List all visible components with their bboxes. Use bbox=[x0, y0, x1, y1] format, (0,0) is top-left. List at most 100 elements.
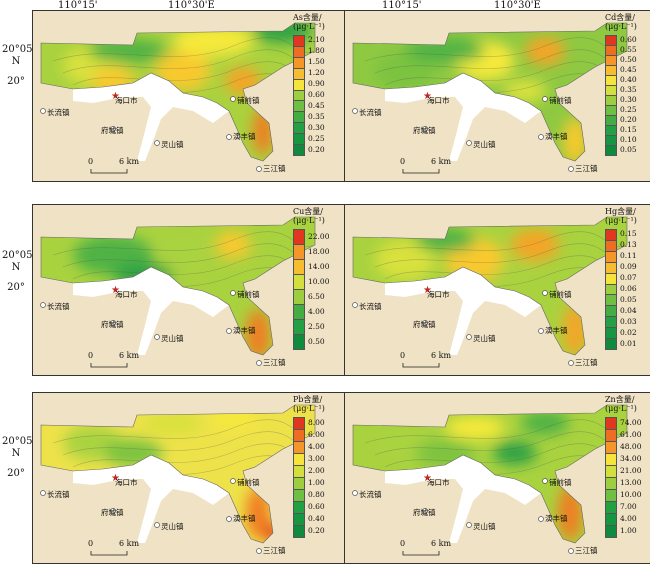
lat-n: N bbox=[11, 262, 21, 273]
town-marker-icon bbox=[226, 516, 232, 522]
legend-tick-label: 2.50 bbox=[308, 321, 325, 331]
concentration-patch bbox=[525, 37, 565, 65]
town-marker-icon bbox=[422, 508, 428, 514]
map-panel-cd: ★ 海口市 长流镇 府城镇 灵山镇 演丰镇 铺前镇 三江镇 0 6 km Cd含量/(μg·L⁻¹)… bbox=[344, 10, 650, 182]
legend-swatch bbox=[293, 525, 305, 538]
legend-swatch bbox=[605, 525, 617, 538]
scale-bar bbox=[90, 363, 128, 368]
place-label-haikou: 海口市 bbox=[427, 96, 450, 105]
place-label-fucheng: 府城镇 bbox=[413, 508, 436, 517]
place-label-yanfeng: 演丰镇 bbox=[545, 514, 568, 523]
legend-title: Pb含量/ bbox=[293, 395, 323, 404]
legend-tick-label: 0.11 bbox=[620, 251, 637, 261]
town-marker-icon bbox=[352, 490, 358, 496]
legend-swatch bbox=[293, 304, 305, 320]
map-canvas-pb: ★ bbox=[40, 404, 316, 556]
town-marker-icon bbox=[154, 522, 160, 528]
scale-6km-label: 6 km bbox=[431, 539, 452, 548]
town-marker-icon bbox=[466, 334, 472, 340]
legend-tick-label: 1.20 bbox=[308, 68, 325, 78]
town-marker-icon bbox=[230, 96, 236, 102]
concentration-patch bbox=[158, 235, 208, 275]
legend-tick-label: 0.50 bbox=[308, 336, 325, 346]
map-panel-hg: ★ 海口市 长流镇 府城镇 灵山镇 演丰镇 铺前镇 三江镇 0 6 km Hg含量/(μg·L⁻¹)… bbox=[344, 204, 650, 376]
legend-unit: (μg·L⁻¹) bbox=[293, 216, 325, 225]
place-label-changliu: 长流镇 bbox=[47, 490, 70, 499]
legend-tick-label: 1.00 bbox=[308, 478, 325, 487]
legend-swatch bbox=[293, 274, 305, 290]
town-marker-icon bbox=[466, 522, 472, 528]
town-marker-icon bbox=[40, 108, 46, 114]
legend-tick-label: 0.30 bbox=[308, 122, 325, 132]
map-panel-as: ★ 海口市 长流镇 府城镇 灵山镇 演丰镇 铺前镇 三江镇 0 6 km As含量/(μg·L⁻¹)… bbox=[32, 10, 348, 182]
concentration-patch bbox=[375, 240, 435, 280]
town-marker-icon bbox=[542, 478, 548, 484]
place-label-puqian: 铺前镇 bbox=[237, 96, 260, 105]
legend-tick-label: 0.06 bbox=[620, 284, 637, 293]
legend-tick-label: 10.00 bbox=[308, 276, 330, 286]
legend-title: Cd含量/ bbox=[605, 13, 635, 22]
place-label-puqian: 铺前镇 bbox=[237, 290, 260, 299]
scale-6km-label: 6 km bbox=[431, 157, 452, 166]
place-label-changliu: 长流镇 bbox=[359, 108, 382, 117]
legend-tick-label: 22.00 bbox=[308, 231, 330, 241]
place-label-puqian: 铺前镇 bbox=[549, 96, 572, 105]
place-label-sanjiang: 三江镇 bbox=[263, 164, 286, 173]
place-label-yanfeng: 演丰镇 bbox=[545, 326, 568, 335]
lat-20: 20° bbox=[7, 76, 25, 87]
legend-tick-label: 21.00 bbox=[620, 466, 642, 475]
legend-tick-label: 4.00 bbox=[620, 514, 637, 523]
river-estuary bbox=[385, 73, 541, 161]
legend-swatch bbox=[293, 319, 305, 335]
concentration-patch bbox=[88, 39, 168, 63]
legend-tick-label: 0.50 bbox=[620, 55, 637, 64]
town-marker-icon bbox=[542, 96, 548, 102]
legend-tick-label: 0.02 bbox=[620, 327, 637, 337]
map-canvas-as: ★ bbox=[40, 22, 316, 174]
town-marker-icon bbox=[466, 140, 472, 146]
place-label-fucheng: 府城镇 bbox=[413, 126, 436, 135]
legend-tick-label: 0.35 bbox=[308, 111, 325, 121]
legend-tick-label: 0.35 bbox=[620, 85, 637, 94]
legend-cu: Cu含量/(μg·L⁻¹) 22.00 18.00 14.00 10.00 6.50 4.0… bbox=[293, 207, 347, 350]
place-label-lingshan: 灵山镇 bbox=[161, 334, 184, 343]
capital-star-icon: ★ bbox=[111, 91, 120, 102]
legend-tick-label: 0.60 bbox=[620, 35, 637, 44]
lat-20-05: 20°05' bbox=[2, 436, 36, 447]
legend-tick-label: 0.04 bbox=[620, 305, 637, 315]
place-label-haikou: 海口市 bbox=[115, 96, 138, 105]
legend-swatch bbox=[293, 289, 305, 305]
river-estuary bbox=[385, 267, 541, 355]
lat-20: 20° bbox=[7, 468, 25, 479]
legend-tick-label: 0.15 bbox=[620, 229, 637, 239]
town-marker-icon bbox=[230, 478, 236, 484]
legend-tick-label: 0.09 bbox=[620, 262, 637, 272]
capital-star-icon: ★ bbox=[111, 473, 120, 484]
legend-tick-label: 0.40 bbox=[620, 75, 637, 84]
place-label-yanfeng: 演丰镇 bbox=[233, 326, 256, 335]
concentration-patch bbox=[511, 229, 559, 261]
town-marker-icon bbox=[352, 108, 358, 114]
concentration-patch bbox=[173, 25, 253, 57]
place-label-changliu: 长流镇 bbox=[359, 302, 382, 311]
scale-6km-label: 6 km bbox=[431, 351, 452, 360]
town-marker-icon bbox=[154, 334, 160, 340]
lat-label-row1: 20°05' N 20° bbox=[2, 44, 35, 88]
scale-zero-label: 0 bbox=[88, 539, 94, 548]
town-marker-icon bbox=[422, 320, 428, 326]
concentration-patch bbox=[563, 117, 587, 161]
place-label-lingshan: 灵山镇 bbox=[473, 334, 496, 343]
place-label-puqian: 铺前镇 bbox=[549, 478, 572, 487]
legend-tick-label: 6.00 bbox=[308, 430, 325, 439]
concentration-patch bbox=[375, 51, 435, 91]
legend-tick-label: 1.00 bbox=[620, 526, 637, 535]
capital-star-icon: ★ bbox=[111, 285, 120, 296]
map-canvas-hg: ★ bbox=[352, 216, 628, 368]
town-marker-icon bbox=[422, 126, 428, 132]
legend-tick-label: 0.60 bbox=[308, 502, 325, 511]
town-marker-icon bbox=[40, 302, 46, 308]
legend-swatch bbox=[605, 145, 617, 156]
map-panel-pb: ★ 海口市 长流镇 府城镇 灵山镇 演丰镇 铺前镇 三江镇 0 6 km Pb含量/(μg·L⁻¹)… bbox=[32, 392, 348, 564]
concentration-patch bbox=[493, 441, 537, 465]
town-marker-icon bbox=[542, 290, 548, 296]
